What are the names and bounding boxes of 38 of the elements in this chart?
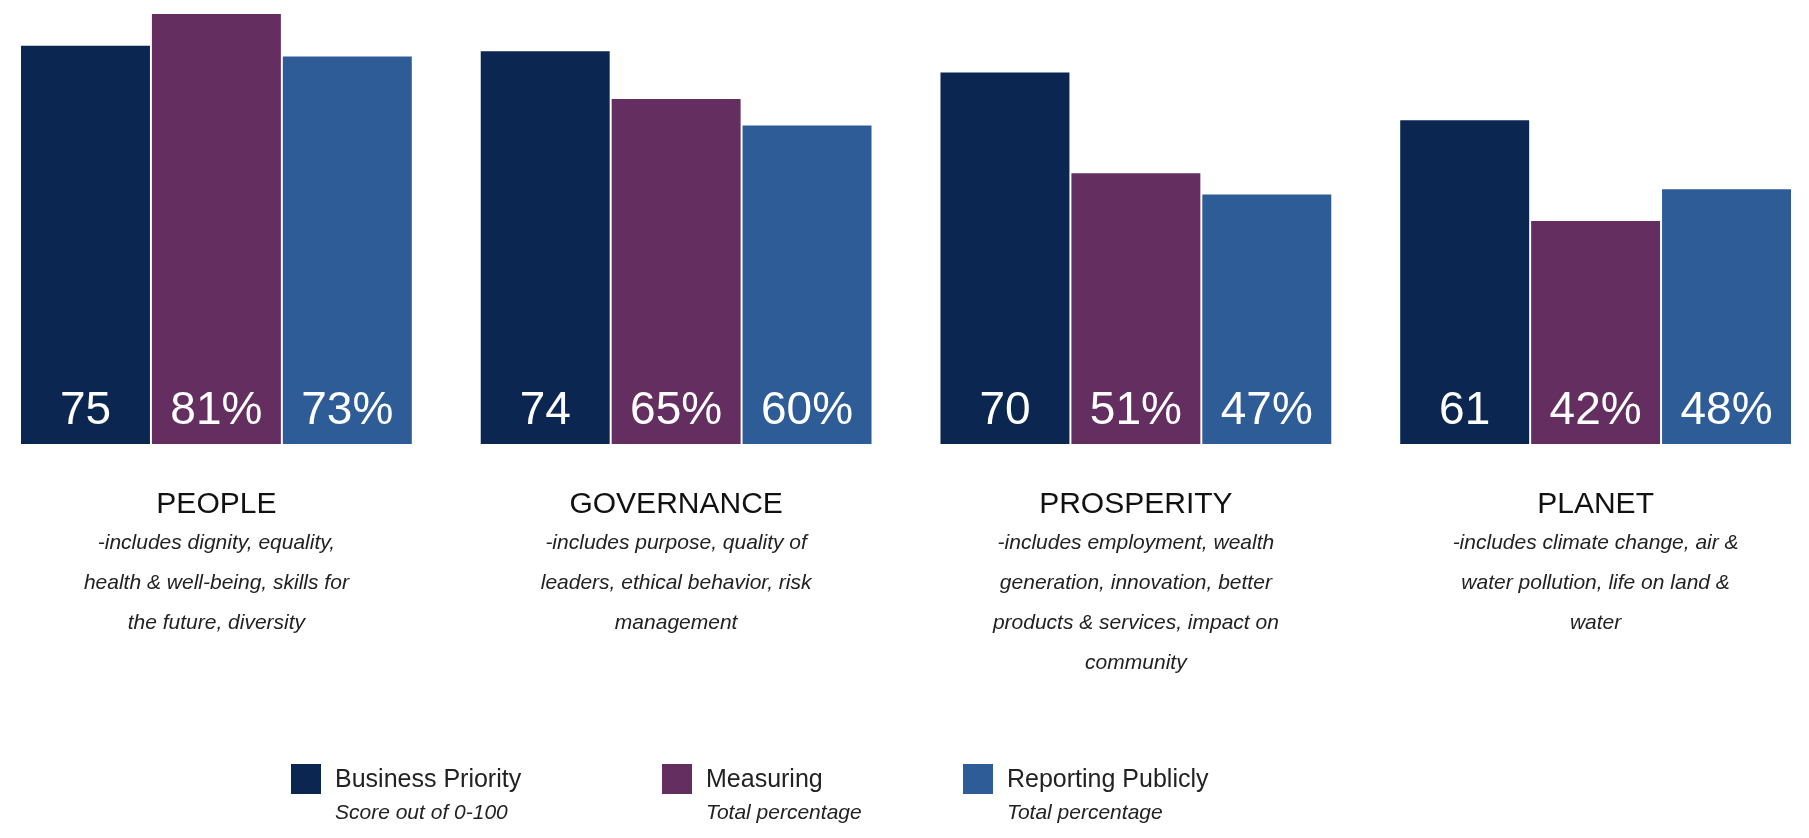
text: -includes employment, wealth generation, innovation, better products & services, impact on community [991, 530, 1279, 673]
bar [611, 98, 741, 444]
text: -includes purpose, quality of leaders, ethical behavior, risk management [540, 530, 814, 633]
bar [21, 45, 150, 444]
data-label: 70 [979, 382, 1031, 434]
bar [940, 72, 1070, 444]
legend-label: Reporting Publicly [1007, 764, 1209, 792]
bar [1202, 194, 1332, 444]
data-label: 47% [1220, 382, 1313, 434]
bar [480, 51, 610, 444]
data-label: 61 [1439, 382, 1491, 434]
bar [742, 125, 872, 444]
bar [1400, 120, 1530, 444]
text: -includes climate change, air & water pollution, life on land & water [1452, 530, 1739, 633]
text: Score out of 0-100 [335, 800, 508, 824]
text: Total percentage [706, 800, 862, 824]
bar [1071, 173, 1201, 444]
legend-label: Measuring [706, 764, 823, 792]
text: -includes dignity, equality, health & well-being, skills for the future, diversity [83, 530, 350, 633]
bar [1531, 221, 1661, 444]
data-label: 73% [301, 382, 394, 434]
x-tick-label: PEOPLE [156, 485, 277, 519]
data-label: 81% [170, 382, 263, 434]
text: Total percentage [1007, 800, 1163, 824]
data-label: 60% [761, 382, 854, 434]
bar [151, 14, 281, 444]
data-label: 74 [519, 382, 571, 434]
x-tick-label: GOVERNANCE [569, 485, 783, 519]
data-label: 51% [1089, 382, 1182, 434]
bar [1662, 189, 1791, 444]
data-label: 65% [630, 382, 723, 434]
data-label: 48% [1680, 382, 1773, 434]
data-label: 42% [1549, 382, 1642, 434]
bar [282, 56, 412, 444]
data-label: 75 [59, 382, 112, 434]
legend-label: Business Priority [335, 764, 522, 792]
x-tick-label: PROSPERITY [1039, 485, 1233, 519]
x-tick-label: PLANET [1537, 485, 1654, 519]
